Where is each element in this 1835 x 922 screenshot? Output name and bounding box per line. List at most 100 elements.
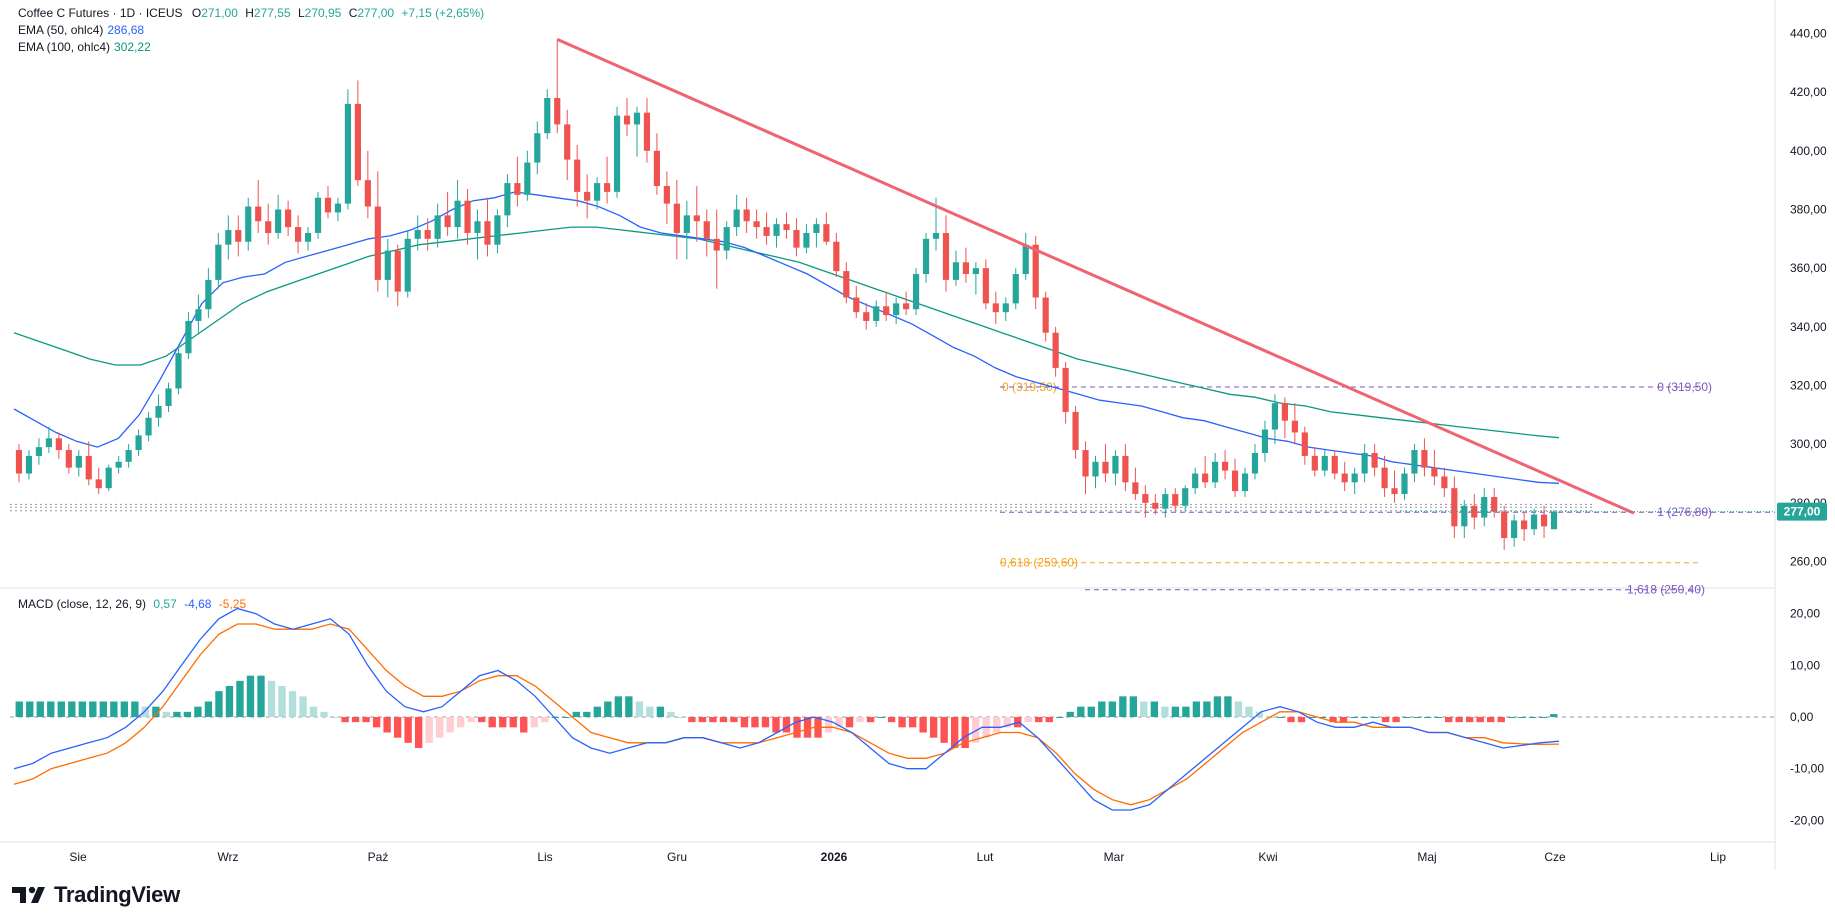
macd-histogram-bar (99, 701, 108, 717)
macd-histogram-bar (1455, 717, 1463, 723)
price-legend: Coffee C Futures · 1D · ICEUS O271,00 H2… (18, 6, 484, 21)
high-value: 277,55 (253, 6, 291, 20)
candle-down (982, 268, 989, 304)
candle-down (394, 250, 401, 292)
macd-histogram-bar (1350, 717, 1358, 718)
macd-histogram-bar (309, 706, 318, 717)
macd-histogram-bar (961, 717, 969, 748)
candle-down (783, 224, 790, 231)
macd-histogram-bar (1224, 696, 1232, 717)
macd-histogram-bar (1087, 706, 1095, 717)
ema50-legend[interactable]: EMA (50, ohlc4) 286,68 (18, 23, 144, 38)
macd-histogram-bar (1402, 717, 1411, 718)
macd-histogram-bar (856, 717, 864, 723)
candle-down (1072, 411, 1079, 451)
macd-histogram-bar (236, 680, 244, 717)
candle-up (454, 200, 461, 228)
candle-up (215, 244, 222, 280)
candle-up (75, 455, 82, 468)
candle-down (653, 150, 661, 187)
candle-down (1391, 488, 1398, 495)
fib-level-label: 1 (276,80) (1657, 505, 1712, 519)
candle-down (464, 200, 471, 233)
candle-down (1032, 244, 1039, 298)
price-axis-label: 300,00 (1790, 437, 1827, 451)
candle-up (1321, 455, 1328, 471)
tradingview-logo[interactable]: TradingView (12, 882, 180, 907)
macd-histogram-bar (435, 717, 444, 738)
macd-histogram-bar (15, 701, 23, 717)
macd-legend[interactable]: MACD (close, 12, 26, 9) 0,57 -4,68 -5,25 (18, 597, 246, 612)
macd-histogram-bar (57, 701, 65, 717)
macd-histogram-bar (225, 686, 234, 717)
candle-down (324, 197, 332, 213)
macd-histogram-bar (372, 717, 381, 728)
macd-histogram-bar (520, 717, 528, 733)
candle-up (633, 112, 641, 125)
macd-histogram-bar (1108, 701, 1116, 717)
price-axis-label: 360,00 (1790, 261, 1827, 275)
macd-histogram-bar (278, 686, 286, 717)
macd-histogram-bar (908, 717, 917, 728)
candle-up (414, 230, 421, 239)
macd-histogram-bar (267, 680, 276, 717)
candle-down (1221, 461, 1229, 471)
candle-up (1251, 452, 1259, 474)
macd-histogram-bar (730, 717, 738, 723)
macd-histogram-bar (499, 717, 507, 728)
candle-up (873, 306, 880, 321)
macd-histogram-bar (1465, 717, 1474, 723)
macd-histogram-bar (404, 717, 412, 743)
macd-histogram-bar (940, 717, 948, 743)
candle-down (1311, 455, 1318, 471)
candle-down (763, 227, 770, 236)
macd-axis-label: -20,00 (1790, 813, 1824, 827)
macd-histogram-bar (1550, 714, 1558, 717)
macd-label: MACD (close, 12, 26, 9) (18, 597, 147, 611)
candle-up (175, 353, 182, 389)
time-axis-label: Cze (1544, 850, 1566, 864)
macd-histogram-bar (1392, 717, 1400, 723)
macd-axis-label: 10,00 (1790, 658, 1820, 672)
candle-down (1521, 520, 1528, 530)
ema100-legend[interactable]: EMA (100, ohlc4) 302,22 (18, 40, 151, 55)
candle-down (1042, 297, 1049, 333)
candle-down (1301, 432, 1308, 456)
candle-up (544, 98, 551, 134)
candle-down (1451, 488, 1458, 527)
last-price-tag (1777, 502, 1827, 521)
candle-up (1012, 274, 1019, 304)
candle-up (683, 215, 690, 233)
candle-up (195, 309, 202, 321)
macd-histogram-bar (667, 711, 675, 717)
macd-histogram-bar (1245, 706, 1253, 717)
candle-up (773, 224, 780, 236)
candle-down (444, 215, 451, 228)
macd-histogram-bar (173, 711, 181, 717)
candle-down (1341, 473, 1348, 483)
candle-up (135, 435, 142, 451)
fib-level-label: 0,618 (259,60) (1000, 556, 1078, 570)
macd-histogram-bar (320, 711, 328, 717)
candle-up (1212, 461, 1219, 483)
candle-up (1002, 303, 1009, 313)
macd-histogram-bar (457, 717, 465, 728)
macd-histogram-bar (688, 717, 696, 723)
macd-axis-label: 0,00 (1790, 710, 1814, 724)
macd-histogram-bar (530, 717, 538, 728)
macd-histogram-bar (929, 717, 938, 738)
macd-histogram-bar (1129, 696, 1138, 717)
macd-histogram-bar (1024, 717, 1032, 723)
candle-down (883, 306, 890, 316)
downtrend-line (556, 37, 1635, 515)
time-axis-label: Sie (69, 850, 87, 864)
candle-up (155, 406, 162, 418)
macd-histogram-bar (1423, 717, 1432, 718)
macd-histogram-bar (793, 717, 801, 738)
candle-up (314, 197, 322, 233)
candle-down (1152, 502, 1159, 509)
candle-down (564, 124, 571, 160)
candle-up (723, 227, 730, 251)
candle-up (1022, 244, 1029, 275)
